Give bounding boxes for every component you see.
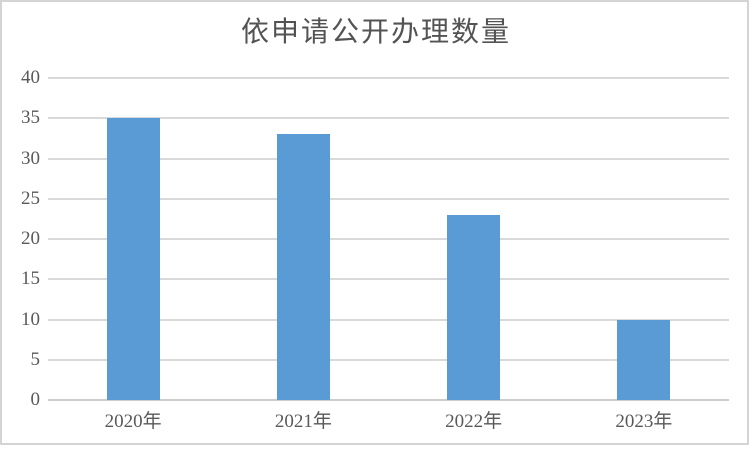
bar-2022年 bbox=[447, 214, 501, 400]
y-tick-label: 10 bbox=[21, 308, 40, 330]
y-tick-label: 20 bbox=[21, 228, 40, 249]
gridline bbox=[48, 278, 729, 281]
gridline bbox=[48, 238, 729, 240]
y-tick-label: 15 bbox=[21, 268, 40, 290]
y-tick-label: 30 bbox=[21, 147, 40, 169]
bar-2020年 bbox=[106, 118, 160, 400]
y-tick-label: 5 bbox=[30, 348, 41, 370]
x-tick-label: 2023年 bbox=[615, 411, 673, 432]
x-axis-line bbox=[48, 399, 729, 401]
x-tick-label: 2020年 bbox=[104, 411, 162, 432]
x-tick-label: 2022年 bbox=[445, 411, 503, 432]
y-tick-label: 40 bbox=[21, 67, 40, 88]
bar-2023年 bbox=[617, 319, 671, 400]
gridline bbox=[48, 197, 729, 200]
y-tick-label: 0 bbox=[30, 389, 41, 410]
x-tick-label: 2021年 bbox=[274, 411, 332, 432]
y-tick-label: 35 bbox=[21, 107, 40, 129]
gridline bbox=[48, 157, 729, 160]
chart-title: 依申请公开办理数量 bbox=[240, 17, 511, 48]
gridline bbox=[48, 358, 729, 361]
gridline bbox=[48, 117, 729, 120]
y-tick-label: 25 bbox=[21, 187, 40, 209]
gridline bbox=[48, 77, 729, 79]
bar-2021年 bbox=[276, 134, 330, 400]
gridline bbox=[48, 318, 729, 321]
